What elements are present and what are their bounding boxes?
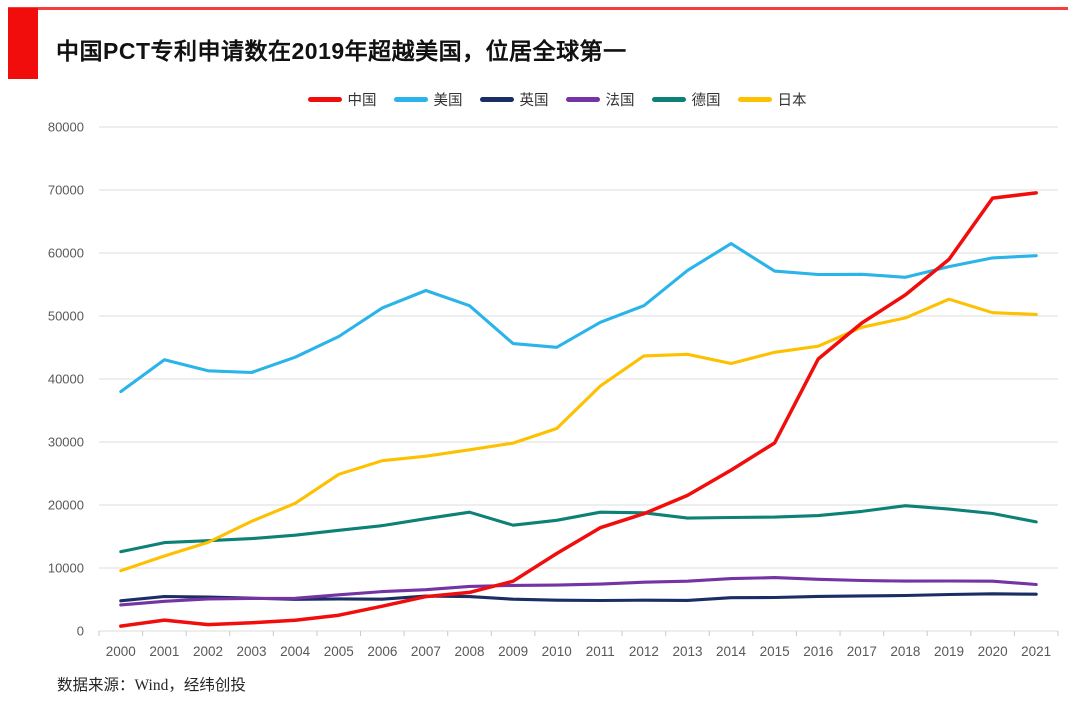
legend-label: 法国 — [605, 93, 635, 109]
x-tick-label: 2018 — [890, 644, 920, 659]
top-accent-line — [8, 7, 1068, 10]
x-tick-label: 2013 — [672, 644, 702, 659]
legend-label: 英国 — [519, 93, 549, 109]
legend-item-3[interactable]: 法国 — [565, 89, 635, 110]
legend: 中国 美国 英国 法国 德国 日本 — [0, 89, 1080, 110]
red-accent-block — [8, 8, 38, 79]
legend-item-4[interactable]: 德国 — [651, 89, 721, 110]
series-line-德国 — [119, 504, 1038, 554]
x-tick-label: 2005 — [324, 644, 354, 659]
y-tick-label: 40000 — [48, 372, 84, 387]
x-tick-label: 2007 — [411, 644, 441, 659]
x-tick-label: 2006 — [367, 644, 397, 659]
x-tick-label: 2010 — [542, 644, 572, 659]
y-tick-label: 10000 — [48, 561, 84, 576]
x-tick-label: 2002 — [193, 644, 223, 659]
x-tick-label: 2014 — [716, 644, 747, 659]
y-tick-label: 30000 — [48, 435, 84, 450]
series-line-中国 — [119, 191, 1038, 628]
legend-swatch — [307, 97, 342, 102]
y-tick-label: 60000 — [48, 246, 84, 261]
legend-swatch — [565, 97, 600, 102]
x-tick-label: 2008 — [454, 644, 484, 659]
legend-label: 中国 — [347, 93, 377, 109]
legend-swatch — [737, 97, 772, 102]
legend-swatch — [651, 97, 686, 102]
legend-swatch — [393, 97, 428, 102]
y-tick-label: 20000 — [48, 498, 84, 513]
y-tick-label: 80000 — [48, 120, 84, 135]
x-tick-label: 2012 — [629, 644, 659, 659]
legend-label: 美国 — [433, 93, 463, 109]
chart-title: 中国PCT专利申请数在2019年超越美国，位居全球第一 — [56, 38, 627, 64]
legend-item-1[interactable]: 美国 — [393, 89, 463, 110]
series-line-日本 — [119, 297, 1038, 573]
series-line-美国 — [119, 242, 1038, 394]
y-tick-label: 70000 — [48, 183, 84, 198]
x-tick-label: 2020 — [978, 644, 1008, 659]
x-tick-label: 2003 — [237, 644, 267, 659]
x-tick-label: 2016 — [803, 644, 833, 659]
x-tick-label: 2019 — [934, 644, 964, 659]
x-tick-label: 2004 — [280, 644, 311, 659]
legend-label: 日本 — [777, 93, 807, 109]
y-tick-label: 50000 — [48, 309, 84, 324]
data-source: 数据来源：Wind，经纬创投 — [57, 677, 246, 694]
x-tick-label: 2009 — [498, 644, 528, 659]
series-line-法国 — [119, 576, 1038, 607]
legend-label: 德国 — [691, 93, 721, 109]
x-tick-label: 2001 — [149, 644, 179, 659]
x-tick-label: 2011 — [586, 644, 615, 659]
x-tick-label: 2015 — [760, 644, 790, 659]
y-tick-label: 0 — [77, 624, 84, 639]
legend-swatch — [479, 97, 514, 102]
legend-item-5[interactable]: 日本 — [737, 89, 807, 110]
legend-item-2[interactable]: 英国 — [479, 89, 549, 110]
x-tick-label: 2021 — [1021, 644, 1051, 659]
x-tick-label: 2017 — [847, 644, 877, 659]
x-tick-label: 2000 — [106, 644, 136, 659]
legend-item-0[interactable]: 中国 — [307, 89, 377, 110]
